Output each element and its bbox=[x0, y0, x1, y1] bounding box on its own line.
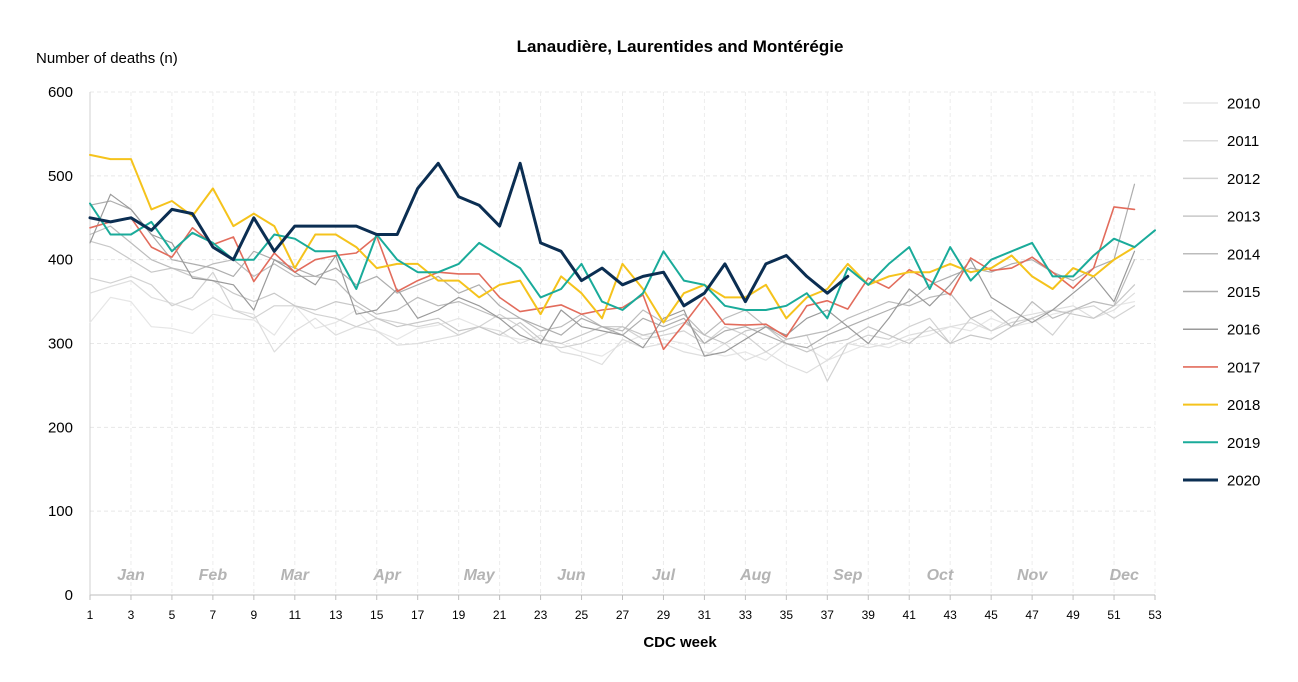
series-line-2016 bbox=[89, 193, 1136, 357]
month-label-jul: Jul bbox=[652, 567, 676, 584]
legend-label-2012: 2012 bbox=[1227, 171, 1260, 188]
x-tick-label: 35 bbox=[780, 608, 794, 622]
x-tick-label: 37 bbox=[821, 608, 835, 622]
y-tick-label: 0 bbox=[65, 587, 73, 604]
x-tick-label: 27 bbox=[616, 608, 630, 622]
x-tick-label: 51 bbox=[1107, 608, 1121, 622]
month-label-nov: Nov bbox=[1017, 567, 1048, 584]
series-line-2020 bbox=[88, 161, 850, 308]
legend-label-2017: 2017 bbox=[1227, 359, 1260, 376]
series-line-2017 bbox=[89, 206, 1136, 351]
axes bbox=[89, 92, 1156, 600]
y-tick-label: 400 bbox=[48, 252, 73, 269]
x-axis-label: CDC week bbox=[643, 634, 717, 651]
legend-label-2015: 2015 bbox=[1227, 284, 1260, 301]
month-label-jun: Jun bbox=[557, 567, 586, 584]
month-label-dec: Dec bbox=[1110, 567, 1139, 584]
x-tick-labels: 1 3 5 7 9 11 13 15 17 19 21 23 25 27 29 31 33 35 37 39 41 43 4… bbox=[87, 608, 1162, 622]
x-tick-label: 31 bbox=[698, 608, 712, 622]
x-tick-label: 49 bbox=[1066, 608, 1080, 622]
legend: 2010 2011 2012 2013 2014 2015 2016 2017 2018 2019… bbox=[1183, 96, 1260, 490]
legend-label-2011: 2011 bbox=[1227, 133, 1259, 150]
y-tick-label: 200 bbox=[48, 419, 73, 436]
legend-label-2016: 2016 bbox=[1227, 322, 1260, 339]
x-tick-label: 15 bbox=[370, 608, 384, 622]
x-tick-label: 19 bbox=[452, 608, 466, 622]
y-tick-labels: 0 100 200 300 400 500 600 bbox=[48, 84, 73, 604]
y-tick-label: 100 bbox=[48, 503, 73, 520]
series-line-2011 bbox=[89, 280, 1136, 374]
x-tick-label: 7 bbox=[210, 608, 217, 622]
x-tick-label: 39 bbox=[862, 608, 876, 622]
x-tick-label: 47 bbox=[1025, 608, 1039, 622]
legend-label-2019: 2019 bbox=[1227, 435, 1260, 452]
x-tick-label: 25 bbox=[575, 608, 589, 622]
x-tick-label: 45 bbox=[984, 608, 998, 622]
x-tick-label: 1 bbox=[87, 608, 94, 622]
x-tick-label: 5 bbox=[169, 608, 176, 622]
month-label-may: May bbox=[464, 567, 496, 584]
x-tick-label: 43 bbox=[944, 608, 958, 622]
y-tick-label: 500 bbox=[48, 168, 73, 185]
month-label-feb: Feb bbox=[199, 567, 228, 584]
month-label-sep: Sep bbox=[833, 567, 863, 584]
x-tick-label: 11 bbox=[289, 608, 302, 622]
month-labels: Jan Feb Mar Apr May Jun Jul Aug Sep Oct Nov Dec bbox=[117, 567, 1139, 584]
month-label-oct: Oct bbox=[927, 567, 954, 584]
legend-label-2013: 2013 bbox=[1227, 209, 1260, 226]
y-tick-label: 300 bbox=[48, 336, 73, 353]
legend-label-2018: 2018 bbox=[1227, 397, 1260, 414]
x-tick-label: 41 bbox=[903, 608, 917, 622]
x-tick-label: 13 bbox=[329, 608, 343, 622]
x-tick-label: 9 bbox=[251, 608, 258, 622]
series-line-2014 bbox=[89, 225, 1136, 340]
month-label-mar: Mar bbox=[281, 567, 310, 584]
y-tick-label: 600 bbox=[48, 84, 73, 101]
series-line-2018 bbox=[89, 153, 1136, 324]
legend-label-2010: 2010 bbox=[1227, 96, 1260, 113]
y-axis-label: Number of deaths (n) bbox=[36, 50, 178, 67]
series-lines bbox=[88, 153, 1156, 382]
x-tick-label: 17 bbox=[411, 608, 425, 622]
x-tick-label: 23 bbox=[534, 608, 548, 622]
x-tick-label: 21 bbox=[493, 608, 507, 622]
month-label-aug: Aug bbox=[739, 567, 771, 584]
series-line-2010 bbox=[89, 296, 1136, 361]
x-tick-label: 53 bbox=[1148, 608, 1162, 622]
x-tick-label: 29 bbox=[657, 608, 671, 622]
series-line-2013 bbox=[89, 240, 1136, 353]
legend-label-2020: 2020 bbox=[1227, 473, 1260, 490]
legend-label-2014: 2014 bbox=[1227, 246, 1260, 263]
x-tick-label: 33 bbox=[739, 608, 753, 622]
month-label-jan: Jan bbox=[117, 567, 145, 584]
chart-title: Lanaudière, Laurentides and Montérégie bbox=[517, 37, 844, 56]
month-label-apr: Apr bbox=[372, 567, 401, 584]
x-tick-label: 3 bbox=[128, 608, 135, 622]
